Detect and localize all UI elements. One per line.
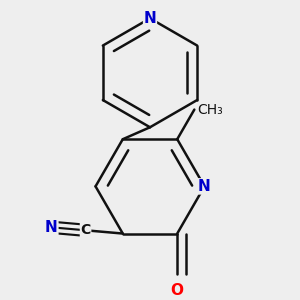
Text: N: N <box>198 179 211 194</box>
Text: C: C <box>80 223 91 237</box>
Text: N: N <box>45 220 58 235</box>
Text: O: O <box>171 283 184 298</box>
Text: CH₃: CH₃ <box>197 103 223 117</box>
Text: N: N <box>144 11 156 26</box>
